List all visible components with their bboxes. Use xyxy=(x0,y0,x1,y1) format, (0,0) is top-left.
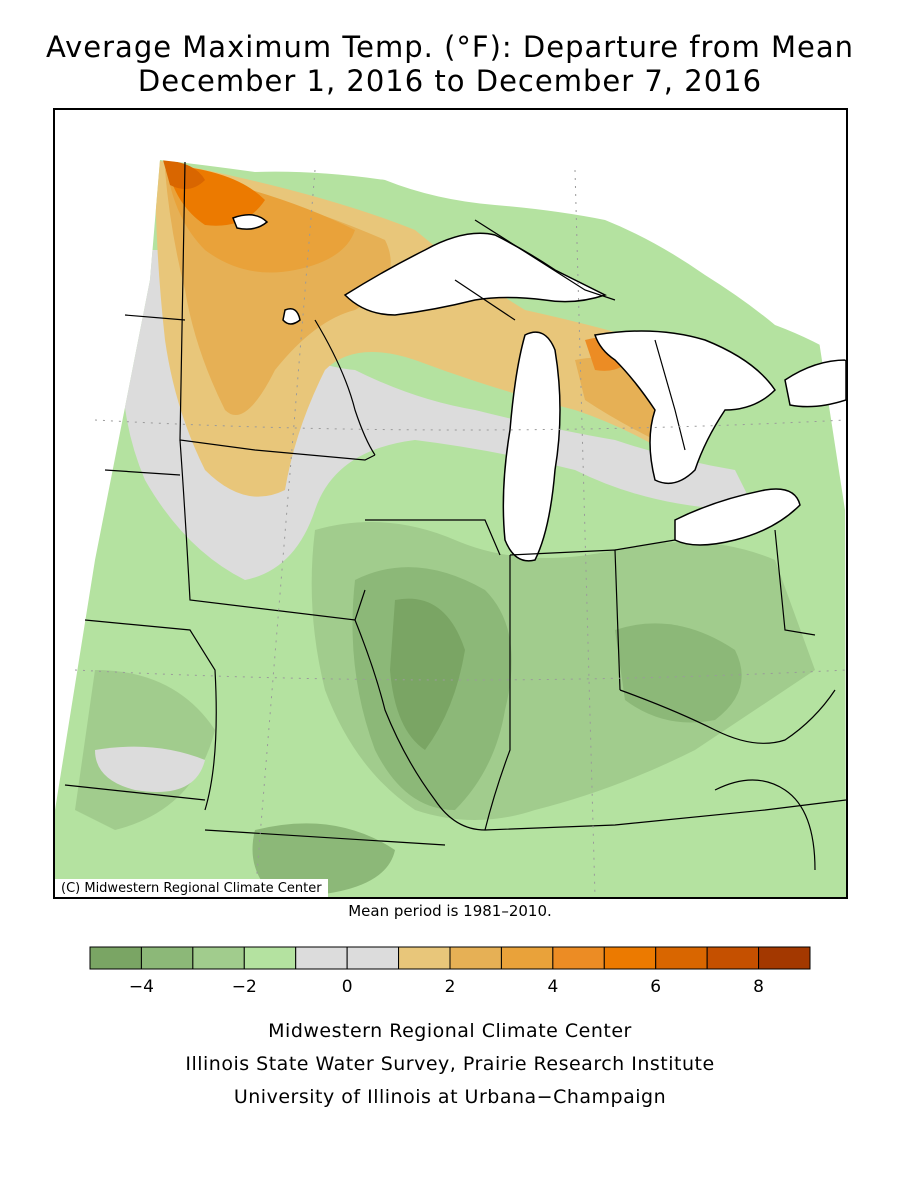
credit-line-3: University of Illinois at Urbana−Champai… xyxy=(233,1086,667,1108)
wi-mi-border xyxy=(454,279,516,321)
wi-il-border xyxy=(365,519,501,556)
legend-bin xyxy=(449,946,502,970)
state-borders xyxy=(64,161,846,871)
credit-line-1: Midwestern Regional Climate Center xyxy=(268,1020,632,1042)
zone-minus-1-to-1 xyxy=(122,250,755,580)
legend-bin xyxy=(603,946,657,970)
zone-minus-1-to-1-west xyxy=(95,746,205,792)
oh-pa-border xyxy=(774,529,816,636)
mi-ontario-border xyxy=(654,339,686,451)
legend-bin xyxy=(500,946,554,970)
grid-longitude xyxy=(574,169,596,897)
mo-ar-border xyxy=(204,829,446,846)
legend-bin xyxy=(655,946,708,970)
legend-bin xyxy=(346,946,400,970)
legend-bin xyxy=(295,946,348,970)
zone-minus-4-to-minus-3-east xyxy=(615,623,742,723)
legend-tick-label: −2 xyxy=(232,977,257,997)
ne-ks-border xyxy=(84,619,217,811)
copyright-notice: (C) Midwestern Regional Climate Center xyxy=(55,879,328,897)
departure-map xyxy=(55,110,846,897)
lake-of-the-woods xyxy=(232,214,269,230)
legend-bins xyxy=(89,946,811,970)
ky-tn-border xyxy=(484,799,846,831)
ks-ok-border xyxy=(64,784,206,801)
nd-sd-border xyxy=(124,314,186,321)
legend-tick-label: 6 xyxy=(650,977,661,997)
legend-bin xyxy=(758,946,811,970)
ohio-river xyxy=(619,689,836,744)
lake-ontario xyxy=(784,359,846,408)
zone-minus-4-to-minus-3-south xyxy=(252,823,395,897)
color-legend: −4 −2 0 2 4 6 8 xyxy=(89,946,811,997)
legend-tick-label: 8 xyxy=(753,977,764,997)
legend-bin xyxy=(243,946,297,970)
ky-wv-border xyxy=(714,779,816,871)
iowa-border xyxy=(179,439,366,621)
legend-bin xyxy=(192,946,245,970)
legend-tick-label: −4 xyxy=(129,977,154,997)
map-date-range: December 1, 2016 to December 7, 2016 xyxy=(137,64,763,98)
grid-latitude xyxy=(94,419,846,431)
great-lakes xyxy=(232,214,846,562)
international-border xyxy=(474,219,616,301)
mn-wi-border xyxy=(314,319,376,456)
legend-bin xyxy=(140,946,194,970)
zone-below-minus-4 xyxy=(390,598,465,750)
legend-ticks: −4 −2 0 2 4 6 8 xyxy=(129,977,764,997)
mean-period-note: Mean period is 1981–2010. xyxy=(348,902,552,920)
il-west-border xyxy=(354,619,486,831)
mn-border xyxy=(179,161,376,461)
lake-michigan xyxy=(502,331,561,562)
grid-longitude xyxy=(254,169,316,897)
legend-bin xyxy=(89,946,142,970)
lake-erie xyxy=(674,488,801,546)
graticule xyxy=(74,169,846,897)
credit-line-2: Illinois State Water Survey, Prairie Res… xyxy=(185,1053,715,1075)
mi-oh-border xyxy=(614,539,676,551)
lake-huron xyxy=(594,330,776,485)
legend-tick-label: 2 xyxy=(445,977,456,997)
legend-bin xyxy=(552,946,605,970)
il-in-border xyxy=(484,555,511,831)
zone-6-to-7 xyxy=(163,160,205,189)
map-frame: (C) Midwestern Regional Climate Center xyxy=(53,108,848,899)
mille-lacs xyxy=(282,308,301,325)
legend-bin xyxy=(398,946,451,970)
map-title: Average Maximum Temp. (°F): Departure fr… xyxy=(45,30,855,64)
legend-bin xyxy=(706,946,760,970)
sd-ne-border xyxy=(104,469,181,476)
legend-tick-label: 4 xyxy=(547,977,558,997)
lake-superior xyxy=(343,232,607,316)
legend-tick-label: 0 xyxy=(342,977,353,997)
canada-region xyxy=(55,110,846,360)
